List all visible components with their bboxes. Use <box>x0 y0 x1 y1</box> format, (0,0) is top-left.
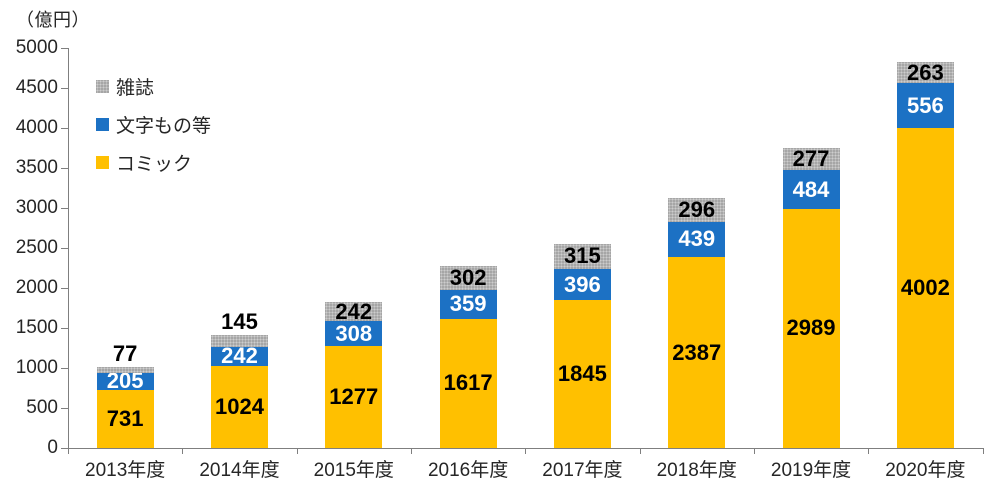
bar-segment-雑誌 <box>668 198 726 222</box>
bar-segment-文字もの等 <box>325 321 383 346</box>
data-label: 396 <box>564 271 601 297</box>
legend: 雑誌 文字もの等 コミック <box>96 67 211 181</box>
bar-segment-コミック <box>668 257 726 448</box>
data-label: 77 <box>112 340 138 366</box>
bar-segment-コミック <box>210 366 268 448</box>
bar-segment-雑誌 <box>782 148 840 171</box>
x-axis-label: 2017年度 <box>542 460 623 481</box>
bar-segment-雑誌 <box>210 335 268 347</box>
data-label: 1845 <box>557 361 607 387</box>
x-axis-label: 2015年度 <box>313 460 394 481</box>
legend-swatch-mojimono-icon <box>96 117 109 131</box>
data-label: 315 <box>564 243 601 269</box>
y-axis-tick-label: 1000 <box>15 357 58 378</box>
y-axis-tick-label: 4000 <box>15 117 58 138</box>
data-label: 242 <box>221 343 258 369</box>
y-axis-tick-label: 4500 <box>15 77 58 98</box>
y-axis-tick-label: 500 <box>26 397 58 418</box>
y-axis-tick-label: 2000 <box>15 277 58 298</box>
y-axis-tick <box>61 368 68 369</box>
legend-item-comic: コミック <box>96 143 211 181</box>
y-axis-tick <box>61 48 68 49</box>
y-axis-tick-label: 0 <box>47 437 58 458</box>
x-axis-label: 2020年度 <box>885 460 966 481</box>
x-axis-label: 2013年度 <box>85 460 166 481</box>
y-axis-tick-label: 3000 <box>15 197 58 218</box>
bar-segment-雑誌 <box>325 301 383 322</box>
bar-segment-雑誌 <box>896 62 954 84</box>
bar-segment-雑誌 <box>96 366 154 374</box>
data-label: 277 <box>792 146 830 172</box>
y-axis-tick <box>61 168 68 169</box>
legend-label-zasshi: 雑誌 <box>116 77 155 99</box>
data-label: 2387 <box>672 339 722 365</box>
bar-segment-コミック <box>325 345 383 448</box>
bar-segment-文字もの等 <box>439 289 497 319</box>
data-label: 2989 <box>786 315 836 341</box>
legend-item-mojimono: 文字もの等 <box>96 105 211 143</box>
y-axis-tick <box>61 328 68 329</box>
data-label: 484 <box>792 176 830 202</box>
bar-segment-文字もの等 <box>210 346 268 367</box>
bar-segment-文字もの等 <box>96 373 154 390</box>
y-axis-tick <box>61 408 68 409</box>
legend-swatch-comic-icon <box>96 155 109 169</box>
y-axis-tick <box>61 248 68 249</box>
bar-segment-文字もの等 <box>668 221 726 258</box>
data-label: 439 <box>678 226 716 252</box>
legend-swatch-zasshi-icon <box>96 79 109 93</box>
bar-segment-文字もの等 <box>553 268 611 301</box>
data-label: 731 <box>106 405 144 431</box>
bar-segment-コミック <box>96 389 154 448</box>
bar-segment-文字もの等 <box>896 83 954 128</box>
data-label: 1617 <box>443 370 493 396</box>
data-label: 296 <box>678 197 716 223</box>
x-axis-label: 2019年度 <box>770 460 852 481</box>
y-axis-tick <box>61 288 68 289</box>
bar-segment-コミック <box>782 208 840 448</box>
data-label: 308 <box>335 320 373 346</box>
x-axis-label: 2016年度 <box>427 460 509 481</box>
data-label: 242 <box>335 298 373 324</box>
legend-label-comic: コミック <box>116 153 193 175</box>
bar-segment-雑誌 <box>553 243 611 269</box>
bar-segment-文字もの等 <box>782 170 840 209</box>
data-label: 302 <box>449 264 487 290</box>
bar-segment-コミック <box>439 318 497 448</box>
y-axis-tick-label: 2500 <box>15 237 58 258</box>
y-axis-tick-label: 3500 <box>15 157 58 178</box>
y-axis-line <box>68 48 69 449</box>
data-label: 205 <box>106 368 144 394</box>
data-label: 1277 <box>329 383 379 409</box>
y-axis-tick <box>61 448 68 449</box>
legend-item-zasshi: 雑誌 <box>96 67 211 105</box>
y-axis-tick-label: 5000 <box>15 37 58 58</box>
x-axis-line <box>68 448 983 449</box>
y-axis-unit-label: （億円） <box>16 10 90 30</box>
bar-segment-コミック <box>553 300 611 448</box>
bar-segment-コミック <box>896 127 954 448</box>
data-label: 359 <box>449 291 487 317</box>
x-axis-label: 2014年度 <box>199 460 280 481</box>
y-axis-tick <box>61 208 68 209</box>
data-label: 1024 <box>214 394 264 420</box>
data-label: 4002 <box>900 274 950 300</box>
y-axis-tick-label: 1500 <box>15 317 58 338</box>
bar-segment-雑誌 <box>439 265 497 290</box>
x-axis-label: 2018年度 <box>656 460 737 481</box>
y-axis-tick <box>61 88 68 89</box>
y-axis-tick <box>61 128 68 129</box>
data-label: 145 <box>221 309 258 335</box>
data-label: 556 <box>906 92 944 118</box>
legend-label-mojimono: 文字もの等 <box>116 115 212 137</box>
data-label: 263 <box>906 59 944 85</box>
